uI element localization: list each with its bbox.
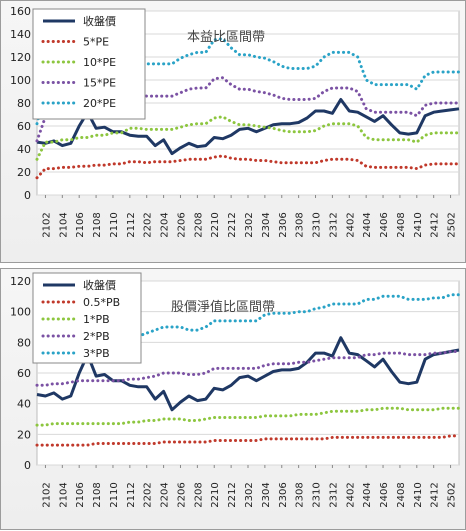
pb-y-tick-label: 60 (17, 367, 31, 380)
pe-x-tick-label: 2108 (92, 212, 103, 237)
pe-y-tick-label: 120 (10, 51, 31, 64)
pe-legend-box (32, 8, 146, 120)
pb-x-tick-label: 2102 (41, 482, 52, 507)
pe-x-tick-label: 2208 (193, 212, 204, 237)
pb-x-tick-label: 2108 (92, 482, 103, 507)
pe-y-tick-label: 140 (10, 28, 31, 41)
pb-series-line-3 (35, 350, 461, 387)
pe-legend-label-2: 10*PE (83, 56, 116, 69)
pb-band-chart: 0 20 40 60 80 100 120 2102 2104 2106 2108 2110 2112 2… (10, 272, 461, 508)
pe-series-line-3 (35, 76, 461, 143)
pb-y-tick-label: 0 (24, 459, 31, 472)
pe-x-tick-label: 2410 (413, 212, 424, 237)
pb-legend-label-3: 2*PB (83, 330, 110, 343)
pe-legend-label-3: 15*PE (83, 77, 116, 90)
pb-x-tick-label: 2304 (261, 482, 272, 507)
pe-series-line-0 (36, 98, 460, 156)
pb-x-tick-label: 2312 (328, 482, 339, 507)
pb-series-line-2 (35, 406, 461, 427)
pb-x-tick-label: 2110 (109, 482, 120, 507)
pe-y-tick-label: 160 (10, 5, 31, 18)
pe-x-tick-label: 2412 (430, 212, 441, 237)
pb-legend-label-0: 收盤價 (83, 278, 116, 292)
pb-x-tick-label: 2310 (312, 482, 323, 507)
pb-x-tick-label: 2306 (278, 482, 289, 507)
pe-legend-label-0: 收盤價 (83, 14, 116, 28)
pb-legend-label-2: 1*PB (83, 313, 110, 326)
pe-x-tick-label: 2102 (41, 212, 52, 237)
pe-x-tick-label: 2304 (261, 212, 272, 237)
pb-x-tick-label: 2502 (447, 482, 458, 507)
pe-band-chart: 0 20 40 60 80 100 120 140 160 2102 2104 2106 2108 211… (10, 5, 461, 238)
pb-x-tick-label: 2404 (362, 482, 373, 507)
pb-x-tick-label: 2204 (160, 482, 171, 507)
pe-y-tick-label: 80 (17, 97, 31, 110)
pe-y-tick-label: 100 (10, 74, 31, 87)
pb-y-tick-label: 120 (10, 275, 31, 288)
pe-x-tick-label: 2204 (160, 212, 171, 237)
pb-y-tick-label: 80 (17, 336, 31, 349)
pe-x-tick-label: 2502 (447, 212, 458, 237)
pe-chart-title: 本益比區間帶 (187, 30, 265, 45)
pe-band-chart-panel: 0 20 40 60 80 100 120 140 160 2102 2104 2106 2108 211… (0, 0, 466, 263)
pb-series-line-1 (35, 434, 461, 447)
pe-x-tick-label: 2312 (328, 212, 339, 237)
pe-x-tick-label: 2302 (244, 212, 255, 237)
pe-x-tick-label: 2206 (176, 212, 187, 237)
pe-x-tick-label: 2210 (210, 212, 221, 237)
pb-x-tick-label: 2106 (75, 482, 86, 507)
pe-x-tick-label: 2112 (126, 212, 137, 237)
pe-x-tick-label: 2212 (227, 212, 238, 237)
pe-x-tick-label: 2402 (345, 212, 356, 237)
pe-x-tick-label: 2106 (75, 212, 86, 237)
pb-x-tick-label: 2208 (193, 482, 204, 507)
pe-y-tick-label: 20 (17, 166, 31, 179)
pe-x-tick-label: 2202 (143, 212, 154, 237)
pb-x-tick-label: 2112 (126, 482, 137, 507)
pb-x-tick-label: 2302 (244, 482, 255, 507)
pe-legend-label-1: 5*PE (83, 36, 109, 49)
pb-legend-box (32, 272, 142, 364)
pb-y-tick-label: 40 (17, 398, 31, 411)
pb-chart-title: 股價淨值比區間帶 (171, 299, 275, 315)
pb-x-tick-label: 2408 (396, 482, 407, 507)
pe-y-tick-label: 40 (17, 143, 31, 156)
pb-x-tick-label: 2308 (295, 482, 306, 507)
pe-legend-label-4: 20*PE (83, 97, 116, 110)
pe-x-tick-label: 2406 (379, 212, 390, 237)
pe-x-tick-label: 2110 (109, 212, 120, 237)
pe-x-tick-label: 2306 (278, 212, 289, 237)
pb-x-tick-label: 2206 (176, 482, 187, 507)
pe-x-tick-label: 2308 (295, 212, 306, 237)
pe-x-tick-label: 2404 (362, 212, 373, 237)
pb-series-line-0 (36, 336, 460, 412)
pb-x-tick-label: 2212 (227, 482, 238, 507)
pe-y-tick-label: 60 (17, 120, 31, 133)
pb-x-tick-label: 2402 (345, 482, 356, 507)
pb-band-chart-panel: 0 20 40 60 80 100 120 2102 2104 2106 2108 2110 2112 2… (0, 268, 466, 530)
pe-x-tick-label: 2104 (58, 212, 69, 237)
pb-x-tick-label: 2410 (413, 482, 424, 507)
pb-x-tick-label: 2406 (379, 482, 390, 507)
pb-x-tick-label: 2412 (430, 482, 441, 507)
pb-legend-label-4: 3*PB (83, 347, 110, 360)
pb-x-tick-label: 2210 (210, 482, 221, 507)
pb-y-tick-label: 100 (10, 306, 31, 319)
pb-x-tick-label: 2202 (143, 482, 154, 507)
pe-x-tick-label: 2408 (396, 212, 407, 237)
pe-x-tick-label: 2310 (312, 212, 323, 237)
pe-y-tick-label: 0 (24, 189, 31, 202)
pb-x-tick-label: 2104 (58, 482, 69, 507)
pe-series-line-2 (35, 115, 461, 161)
pb-legend-label-1: 0.5*PB (83, 296, 120, 309)
pb-y-tick-label: 20 (17, 428, 31, 441)
